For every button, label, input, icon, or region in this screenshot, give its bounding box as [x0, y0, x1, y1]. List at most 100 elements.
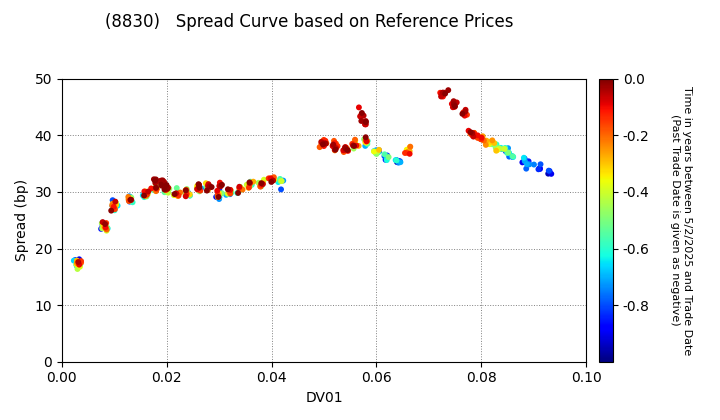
Point [180, 187, 192, 194]
Point [108, 201, 120, 208]
Point [171, 185, 182, 192]
Point [483, 141, 495, 147]
Point [275, 178, 287, 184]
Point [491, 147, 503, 154]
Point [107, 197, 118, 204]
Point [122, 194, 134, 200]
Point [212, 187, 223, 194]
Point [159, 185, 171, 192]
Point [150, 184, 162, 191]
Point [74, 261, 86, 268]
Point [276, 178, 287, 184]
Point [368, 148, 379, 155]
Point [472, 134, 484, 141]
Point [161, 186, 172, 193]
Point [243, 184, 255, 191]
Point [359, 136, 370, 143]
Point [503, 150, 515, 156]
Point [508, 154, 519, 160]
Point [70, 257, 81, 264]
Point [74, 260, 86, 266]
Point [257, 180, 269, 186]
Point [202, 184, 214, 191]
Point [339, 144, 351, 151]
Point [107, 203, 119, 210]
Point [107, 206, 118, 213]
Point [73, 259, 84, 265]
Point [71, 260, 82, 267]
Point [124, 197, 135, 203]
Point [204, 183, 215, 189]
Point [172, 190, 184, 197]
Point [172, 192, 184, 198]
Point [353, 104, 364, 111]
Point [395, 159, 406, 165]
Point [97, 219, 109, 226]
Point [213, 196, 225, 202]
Point [181, 186, 192, 192]
Point [372, 148, 383, 155]
Point [361, 138, 372, 145]
Point [341, 147, 353, 154]
Point [506, 152, 518, 159]
Point [493, 145, 505, 152]
Point [256, 180, 267, 186]
Point [358, 112, 369, 119]
Point [99, 220, 111, 227]
Point [213, 192, 225, 199]
Point [235, 184, 246, 191]
Point [320, 137, 331, 144]
Point [123, 193, 135, 199]
Point [123, 197, 135, 204]
Point [317, 138, 328, 144]
Point [361, 140, 373, 147]
Point [266, 175, 277, 182]
Point [214, 183, 225, 189]
Point [150, 186, 162, 192]
Point [373, 147, 384, 154]
Text: (8830)   Spread Curve based on Reference Prices: (8830) Spread Curve based on Reference P… [105, 13, 514, 31]
Point [97, 219, 109, 226]
Point [138, 194, 150, 200]
Point [202, 182, 214, 189]
Point [379, 151, 390, 158]
Point [523, 158, 534, 165]
Point [253, 179, 264, 186]
Point [487, 137, 498, 144]
Point [222, 186, 234, 193]
Point [150, 181, 161, 187]
Point [150, 186, 162, 193]
Point [225, 189, 237, 196]
Point [215, 183, 227, 189]
Point [213, 194, 225, 200]
Point [459, 112, 470, 119]
Point [460, 106, 472, 113]
Point [469, 129, 480, 136]
Point [359, 139, 371, 146]
Point [157, 177, 168, 184]
Point [371, 151, 382, 158]
Point [156, 177, 167, 184]
Point [150, 180, 161, 186]
Point [109, 198, 121, 205]
Point [180, 187, 192, 194]
Point [184, 192, 195, 199]
Point [399, 150, 410, 156]
Point [108, 203, 120, 210]
Point [481, 137, 492, 144]
Point [451, 99, 462, 106]
Point [268, 174, 279, 181]
Point [267, 177, 279, 184]
Y-axis label: Spread (bp): Spread (bp) [15, 179, 29, 261]
Point [160, 189, 171, 195]
Point [184, 192, 196, 199]
Point [544, 168, 555, 174]
Point [503, 153, 515, 160]
Point [340, 144, 351, 150]
Point [138, 191, 149, 198]
Point [360, 118, 372, 125]
Point [523, 161, 535, 168]
Point [354, 113, 366, 120]
Point [348, 139, 360, 145]
Point [100, 223, 112, 229]
